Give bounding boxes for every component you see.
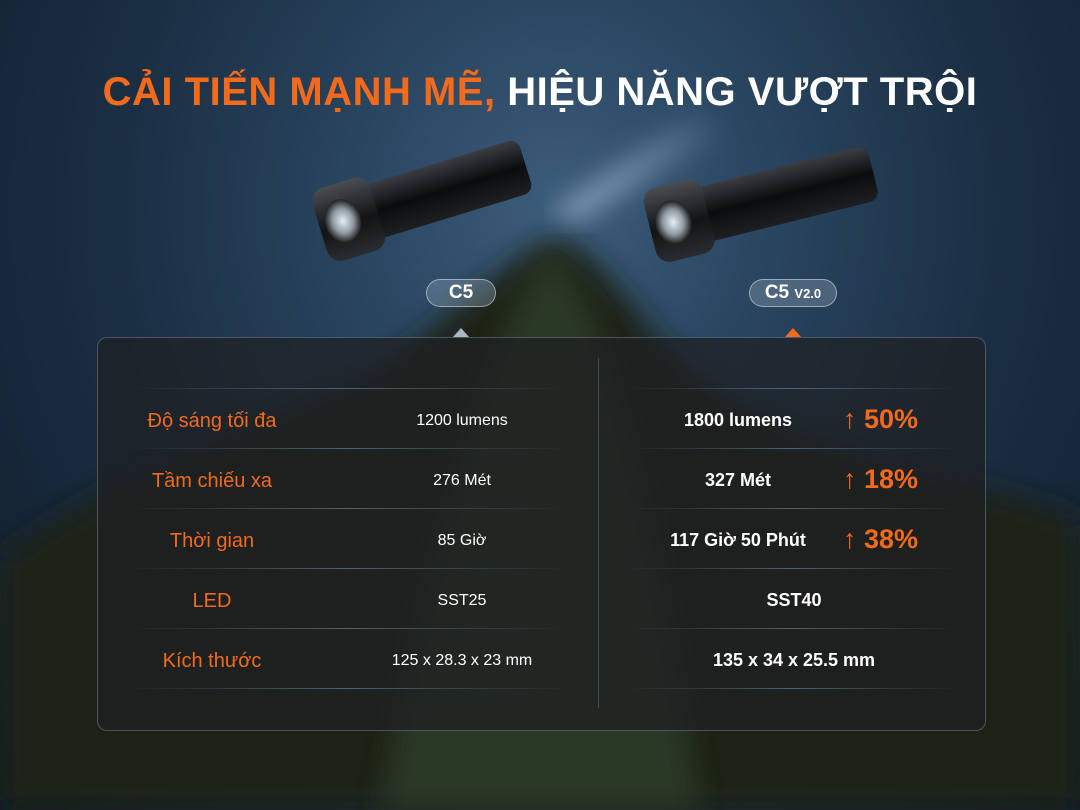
table-row: Tầm chiếu xa 276 Mét 327 Mét ↑ 18% <box>98 448 987 508</box>
comparison-table: Độ sáng tối đa 1200 lumens 1800 lumens ↑… <box>97 337 986 731</box>
table-row: LED SST25 SST40 <box>98 568 987 628</box>
c5-pointer-icon <box>453 328 469 337</box>
row-separator <box>628 508 958 509</box>
row-separator <box>128 568 568 569</box>
c5v2-pointer-icon <box>785 328 801 337</box>
table-row: Kích thước 125 x 28.3 x 23 mm 135 x 34 x… <box>98 628 987 688</box>
spec-label: LED <box>192 590 232 612</box>
page-title: CẢI TIẾN MẠNH MẼ, HIỆU NĂNG VƯỢT TRỘI <box>0 70 1080 115</box>
improvement-percent: ↑ 38% <box>843 524 919 554</box>
row-separator <box>628 688 958 689</box>
table-bottom-border <box>98 688 987 748</box>
c5v2-value: 117 Giờ 50 Phút <box>670 530 806 550</box>
c5-label: C5 <box>426 279 496 307</box>
c5v2-value: 327 Mét <box>704 470 772 490</box>
c5v2-value: 135 x 34 x 25.5 mm <box>712 650 876 670</box>
improvement-percent: ↑ 50% <box>843 404 919 434</box>
row-separator <box>128 388 568 389</box>
c5-value: 125 x 28.3 x 23 mm <box>391 652 533 669</box>
title-rest: HIỆU NĂNG VƯỢT TRỘI <box>495 70 978 114</box>
spec-label: Thời gian <box>169 530 255 552</box>
c5-value: SST25 <box>437 592 487 609</box>
row-separator <box>628 568 958 569</box>
row-separator <box>128 508 568 509</box>
c5-value: 85 Giờ <box>437 532 487 549</box>
c5v2-value: SST40 <box>766 590 822 610</box>
row-separator <box>628 448 958 449</box>
title-highlight: CẢI TIẾN MẠNH MẼ, <box>102 70 496 114</box>
spec-label: Kích thước <box>162 650 262 672</box>
spec-label: Tầm chiếu xa <box>151 470 273 492</box>
row-separator <box>628 388 958 389</box>
c5v2-label: C5 V2.0 <box>749 279 837 307</box>
column-divider <box>598 358 599 708</box>
row-separator <box>628 628 958 629</box>
row-separator <box>128 688 568 689</box>
c5-value: 276 Mét <box>433 472 491 489</box>
row-separator <box>128 448 568 449</box>
c5v2-value: 1800 lumens <box>683 410 793 430</box>
table-row: Độ sáng tối đa 1200 lumens 1800 lumens ↑… <box>98 388 987 448</box>
spec-label: Độ sáng tối đa <box>147 410 277 432</box>
row-separator <box>128 628 568 629</box>
improvement-percent: ↑ 18% <box>843 464 919 494</box>
table-row: Thời gian 85 Giờ 117 Giờ 50 Phút ↑ 38% <box>98 508 987 568</box>
c5-value: 1200 lumens <box>416 412 508 429</box>
